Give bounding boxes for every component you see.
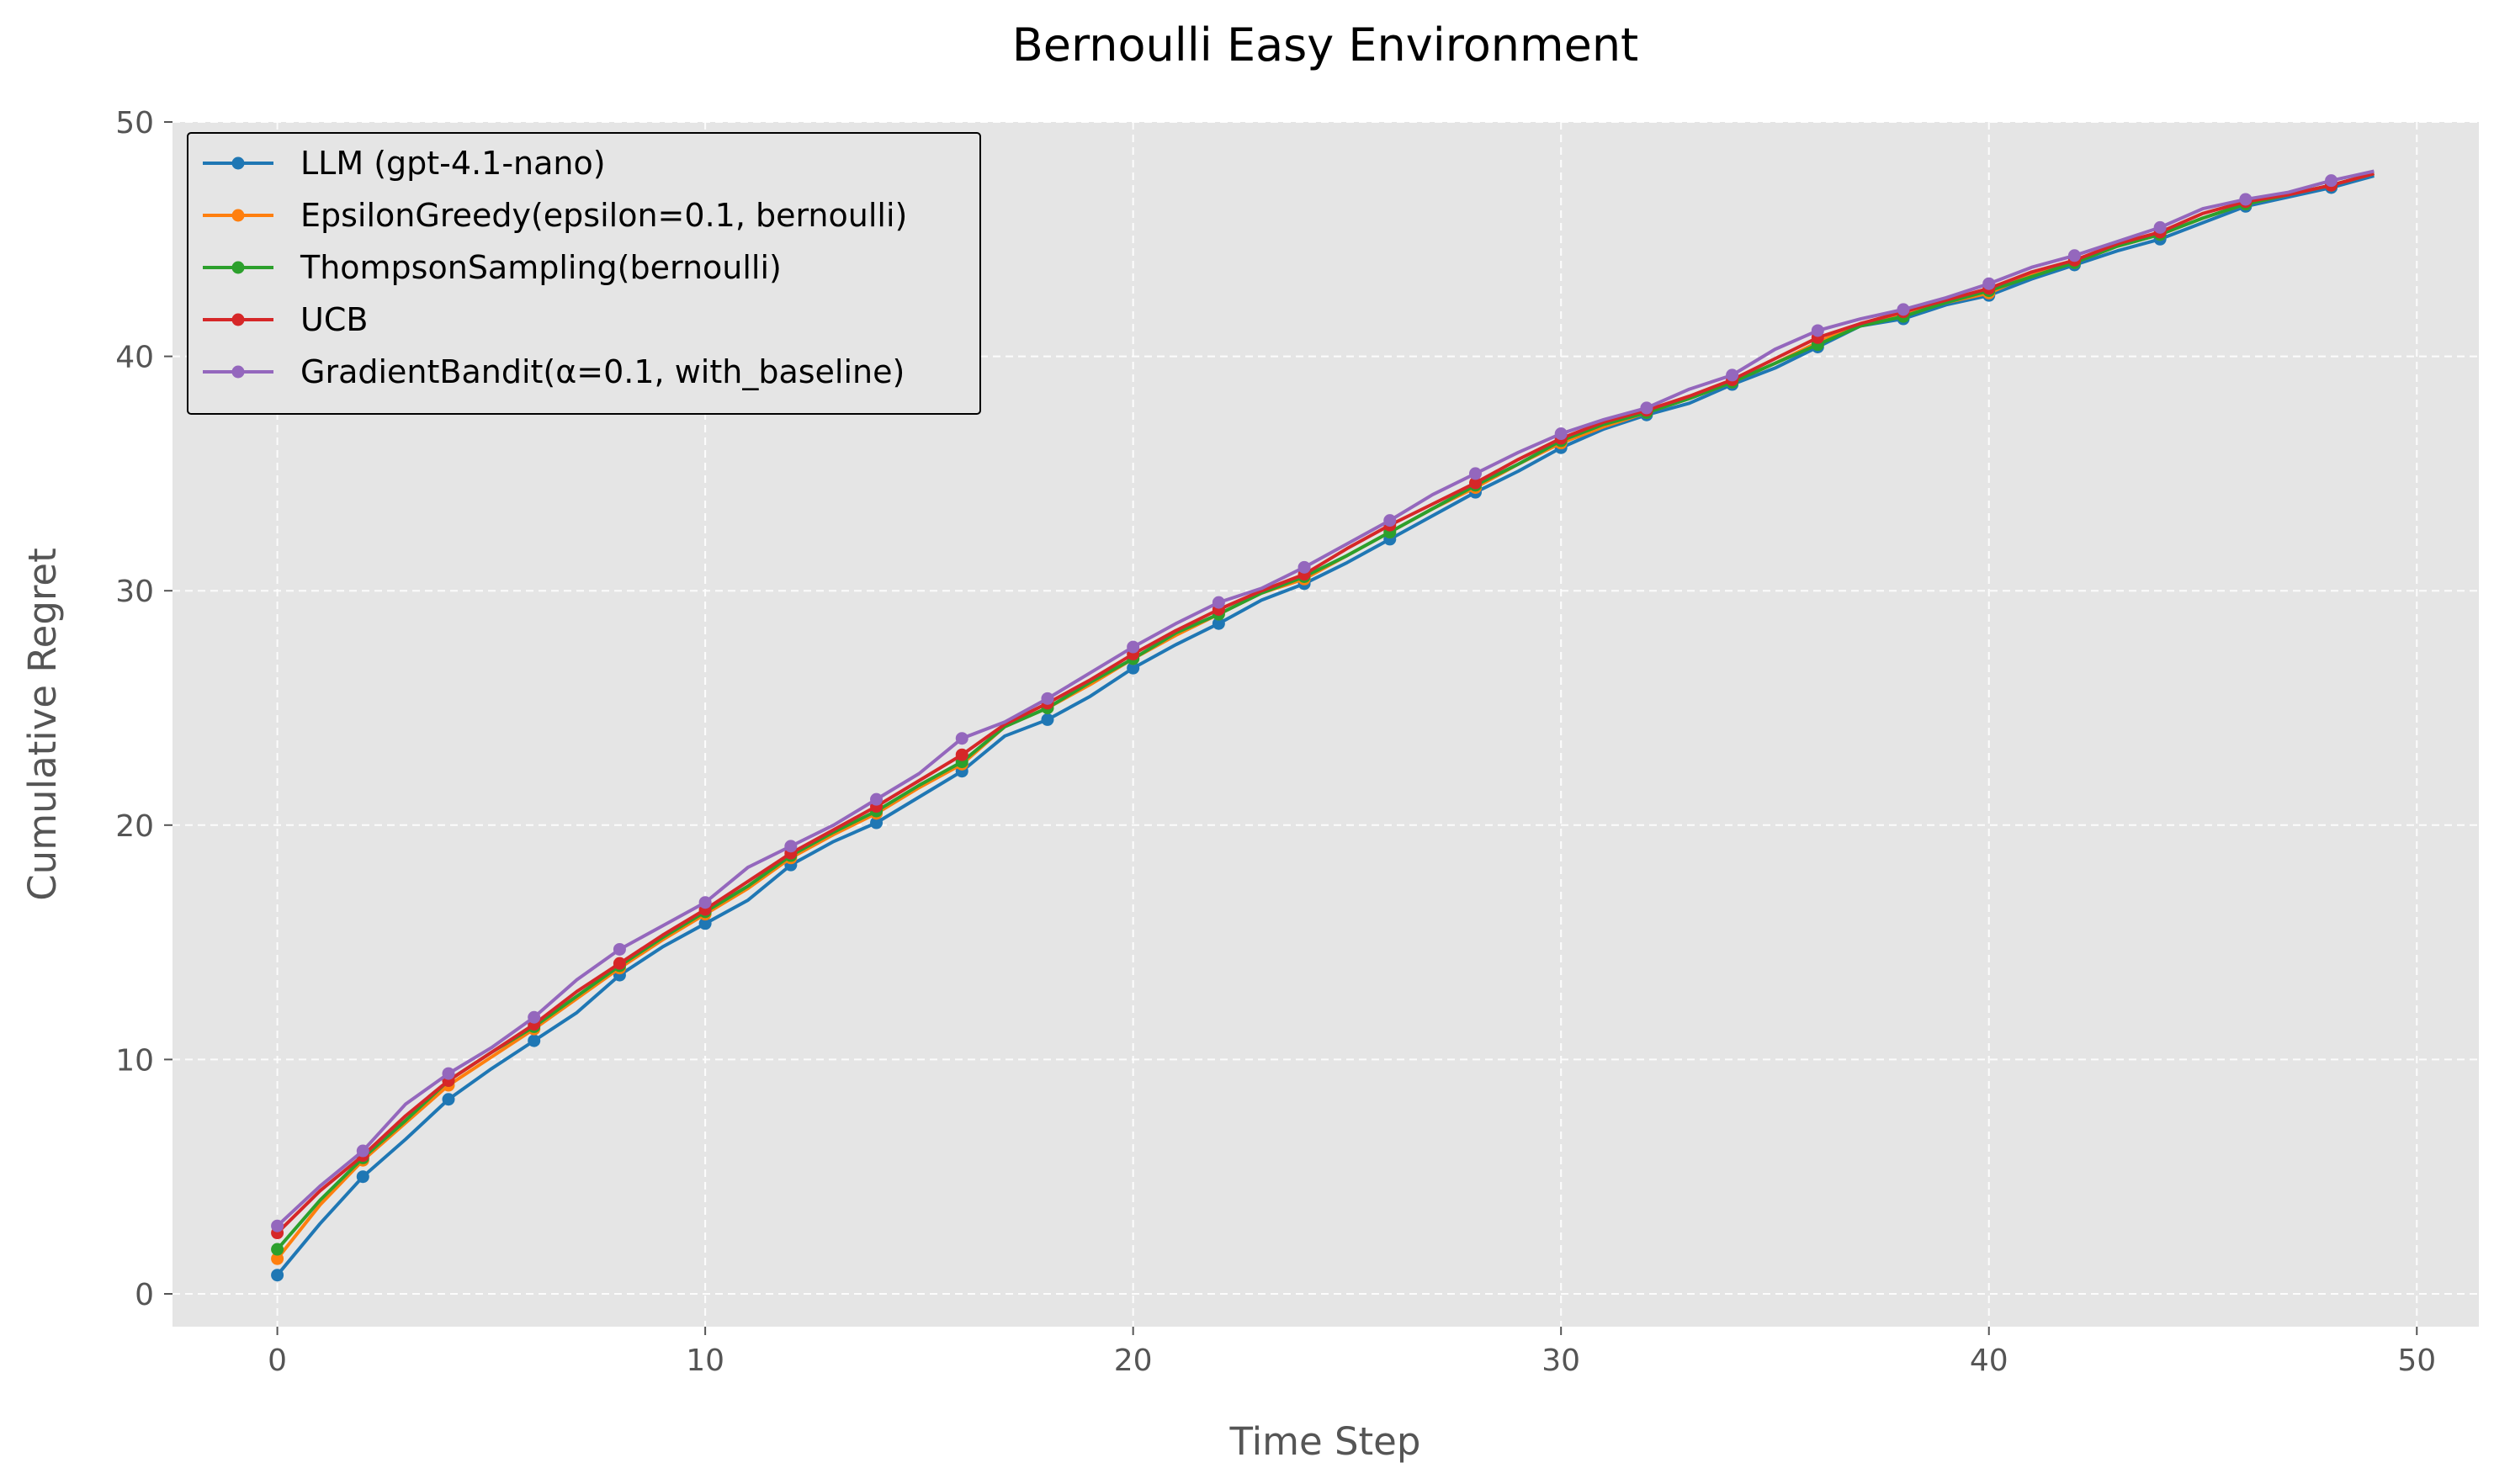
data-point [2239,193,2253,206]
data-point [1468,476,1482,490]
legend-label: GradientBandit(α=0.1, with_baseline) [300,353,905,390]
data-point [271,1243,284,1256]
legend: LLM (gpt-4.1-nano) EpsilonGreedy(epsilon=… [187,132,981,415]
chart-title: Bernoulli Easy Environment [1012,19,1638,72]
y-tick-label: 0 [135,1278,154,1312]
y-tick-label: 10 [115,1043,154,1078]
x-tick-label: 30 [1542,1344,1580,1378]
data-point [1726,368,1739,382]
data-point [1811,324,1824,337]
data-point [528,1034,541,1047]
legend-item: EpsilonGreedy(epsilon=0.1, bernoulli) [203,197,907,234]
data-point [271,1269,284,1282]
series-layer [271,169,2375,1282]
data-point [1897,303,1910,316]
data-point [356,1144,369,1158]
data-point [1297,560,1311,574]
data-point [1212,617,1225,630]
legend-swatch-marker [231,156,245,170]
series-4 [271,169,2375,1232]
data-point [613,957,626,970]
series-line [276,172,2375,1234]
y-tick-label: 50 [115,106,154,140]
legend-item: ThompsonSampling(bernoulli) [203,249,782,286]
data-point [698,917,712,930]
axis-layer: 0 10 20 30 40 50 0 10 20 30 40 50 [115,106,2436,1378]
data-point [1041,713,1054,726]
y-axis-label: Cumulative Regret [20,548,65,900]
legend-label: EpsilonGreedy(epsilon=0.1, bernoulli) [300,197,907,234]
data-point [1127,661,1140,675]
data-point [784,840,798,853]
x-tick-label: 50 [2397,1344,2436,1378]
data-point [356,1170,369,1184]
data-point [955,732,968,745]
data-point [1127,640,1140,654]
data-point [442,1067,455,1080]
data-point [613,942,626,956]
x-tick-label: 40 [1970,1344,2008,1378]
y-tick-label: 30 [115,575,154,609]
data-point [2153,220,2167,234]
data-point [1041,692,1054,705]
data-point [870,792,884,806]
legend-frame [187,132,981,415]
legend-swatch-marker [231,209,245,222]
y-tick-label: 20 [115,809,154,844]
legend-item: UCB [203,301,368,338]
data-point [1468,467,1482,480]
data-point [2325,174,2338,188]
data-point [528,1010,541,1024]
data-point [271,1252,284,1265]
data-point [1640,401,1653,415]
data-point [1212,596,1225,609]
legend-label: UCB [300,301,368,338]
legend-swatch-marker [231,261,245,274]
grid-layer [172,121,2479,1327]
data-point [271,1219,284,1232]
data-point [955,748,968,761]
data-point [2067,249,2081,262]
x-axis-label: Time Step [1229,1419,1421,1464]
y-tick-label: 40 [115,341,154,375]
legend-label: ThompsonSampling(bernoulli) [300,249,782,286]
series-line [276,169,2375,1227]
series-line [276,172,2375,1251]
legend-label: LLM (gpt-4.1-nano) [300,145,606,182]
data-point [1554,427,1568,441]
series-line [276,174,2375,1276]
data-point [1982,277,1996,290]
legend-item: LLM (gpt-4.1-nano) [203,145,606,182]
data-point [870,816,884,829]
legend-swatch-marker [231,365,245,379]
x-tick-label: 10 [686,1344,724,1378]
legend-swatch-marker [231,313,245,326]
data-point [1383,514,1397,527]
data-point [442,1093,455,1106]
x-tick-label: 0 [268,1344,287,1378]
x-tick-label: 20 [1114,1344,1153,1378]
legend-item: GradientBandit(α=0.1, with_baseline) [203,353,905,390]
data-point [698,896,712,909]
